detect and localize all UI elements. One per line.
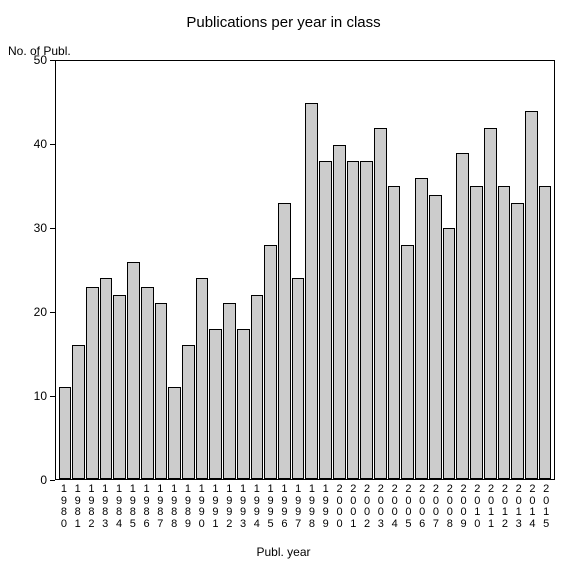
- bar: [209, 329, 222, 479]
- x-tick-label: 2003: [374, 484, 387, 530]
- x-tick-label: 1990: [195, 484, 208, 530]
- x-tick-label: 1987: [154, 484, 167, 530]
- bar: [347, 161, 360, 479]
- y-tick-mark: [50, 396, 55, 397]
- bar: [484, 128, 497, 479]
- bar: [196, 278, 209, 479]
- x-tick-label: 1985: [126, 484, 139, 530]
- x-tick-label: 2010: [471, 484, 484, 530]
- x-tick-label: 1980: [58, 484, 71, 530]
- x-tick-label: 2014: [526, 484, 539, 530]
- y-tick-mark: [50, 60, 55, 61]
- bar: [470, 186, 483, 479]
- x-tick-label: 1994: [250, 484, 263, 530]
- x-tick-label: 1992: [223, 484, 236, 530]
- bar: [278, 203, 291, 479]
- bar: [498, 186, 511, 479]
- bar: [168, 387, 181, 479]
- bar: [443, 228, 456, 479]
- x-tick-label: 2008: [443, 484, 456, 530]
- bar: [223, 303, 236, 479]
- y-tick-mark: [50, 144, 55, 145]
- x-tick-label: 2000: [333, 484, 346, 530]
- bar: [511, 203, 524, 479]
- y-tick-mark: [50, 312, 55, 313]
- bar: [539, 186, 552, 479]
- y-tick-label: 50: [0, 53, 47, 67]
- x-tick-label: 1996: [278, 484, 291, 530]
- bar: [456, 153, 469, 479]
- bar: [141, 287, 154, 479]
- bar: [388, 186, 401, 479]
- x-tick-label: 1989: [182, 484, 195, 530]
- bar: [182, 345, 195, 479]
- plot-area: [55, 60, 555, 480]
- x-tick-label: 1986: [140, 484, 153, 530]
- bar: [264, 245, 277, 479]
- bar: [86, 287, 99, 479]
- x-tick-label: 2001: [347, 484, 360, 530]
- x-tick-label: 2012: [499, 484, 512, 530]
- bar: [72, 345, 85, 479]
- x-tick-label: 1995: [264, 484, 277, 530]
- y-tick-mark: [50, 228, 55, 229]
- x-tick-label: 2007: [430, 484, 443, 530]
- bar: [429, 195, 442, 479]
- bar: [360, 161, 373, 479]
- x-tick-label: 2011: [485, 484, 498, 530]
- bar: [113, 295, 126, 479]
- x-tick-label: 2002: [361, 484, 374, 530]
- bar: [292, 278, 305, 479]
- y-tick-mark: [50, 480, 55, 481]
- x-tick-label: 1991: [209, 484, 222, 530]
- x-ticks: 1980198119821983198419851986198719881989…: [55, 484, 555, 530]
- bar: [251, 295, 264, 479]
- x-tick-label: 1988: [168, 484, 181, 530]
- bar: [319, 161, 332, 479]
- bar: [237, 329, 250, 479]
- x-axis-title: Publ. year: [0, 545, 567, 559]
- x-tick-label: 2004: [388, 484, 401, 530]
- x-tick-label: 1998: [306, 484, 319, 530]
- bar: [305, 103, 318, 479]
- y-tick-label: 0: [0, 473, 47, 487]
- bar-series: [56, 61, 554, 479]
- y-tick-label: 20: [0, 305, 47, 319]
- bar: [155, 303, 168, 479]
- bar: [59, 387, 72, 479]
- y-tick-label: 30: [0, 221, 47, 235]
- x-tick-label: 1993: [237, 484, 250, 530]
- x-tick-label: 1983: [99, 484, 112, 530]
- x-tick-label: 1981: [71, 484, 84, 530]
- bar: [415, 178, 428, 479]
- y-tick-label: 40: [0, 137, 47, 151]
- y-tick-label: 10: [0, 389, 47, 403]
- x-tick-label: 2006: [416, 484, 429, 530]
- bar: [333, 145, 346, 479]
- x-tick-label: 1999: [319, 484, 332, 530]
- x-tick-label: 2005: [402, 484, 415, 530]
- publications-bar-chart: Publications per year in class No. of Pu…: [0, 0, 567, 567]
- x-tick-label: 2009: [457, 484, 470, 530]
- bar: [100, 278, 113, 479]
- bar: [401, 245, 414, 479]
- chart-title: Publications per year in class: [0, 14, 567, 31]
- x-tick-label: 1997: [292, 484, 305, 530]
- bar: [374, 128, 387, 479]
- x-tick-label: 2015: [540, 484, 553, 530]
- x-tick-label: 1982: [85, 484, 98, 530]
- bar: [127, 262, 140, 479]
- bar: [525, 111, 538, 479]
- x-tick-label: 1984: [113, 484, 126, 530]
- x-tick-label: 2013: [512, 484, 525, 530]
